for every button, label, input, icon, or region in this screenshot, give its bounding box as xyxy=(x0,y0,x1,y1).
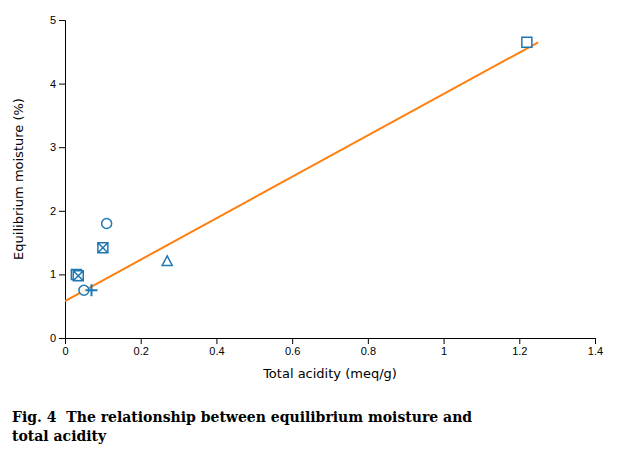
x-axis-tick: 0.2 xyxy=(134,338,149,357)
y-axis-tick-mark xyxy=(59,84,65,85)
y-axis-tick-mark xyxy=(59,211,65,212)
regression-line xyxy=(65,42,538,301)
y-axis-tick-label: 1 xyxy=(50,268,56,280)
x-axis-tick-mark xyxy=(141,338,142,344)
point-circle xyxy=(102,219,112,229)
x-axis: 0 0.2 0.4 0.6 0.8 1 1.2 1.4 xyxy=(62,338,603,357)
y-axis-tick: 4 xyxy=(50,78,65,90)
y-axis-tick-label: 0 xyxy=(50,332,56,344)
x-axis-tick-label: 0.2 xyxy=(134,345,149,357)
y-axis-tick-mark xyxy=(59,20,65,21)
caption: Fig. 4 The relationship between equilibr… xyxy=(12,409,472,444)
y-axis-tick-label: 5 xyxy=(50,14,56,26)
x-axis-tick: 1 xyxy=(441,338,447,357)
x-axis-tick-label: 0.8 xyxy=(361,345,376,357)
x-axis-tick: 0.6 xyxy=(285,338,300,357)
x-axis-tick: 0 xyxy=(62,338,68,357)
point-plus xyxy=(86,284,98,296)
point-boxtimes xyxy=(98,243,108,253)
chart-container: 0 0.2 0.4 0.6 0.8 1 1.2 1.4 0 1 2 3 4 5 Total acidity … xyxy=(0,0,625,453)
x-axis-tick-mark xyxy=(368,338,369,344)
x-axis-tick-label: 1.2 xyxy=(512,345,527,357)
x-axis-tick-label: 1 xyxy=(441,345,447,357)
y-axis-line xyxy=(59,21,66,339)
x-axis-tick-mark xyxy=(216,338,217,344)
marks xyxy=(65,37,538,301)
y-axis-title: Equilibrium moisture (%) xyxy=(11,98,26,260)
y-axis-tick-label: 4 xyxy=(50,78,56,90)
x-axis-tick: 0.4 xyxy=(209,338,224,357)
x-axis-tick-label: 0 xyxy=(62,345,68,357)
y-axis-tick: 5 xyxy=(50,14,65,26)
x-axis-line xyxy=(66,339,596,345)
point-triangle xyxy=(162,256,172,266)
caption-line: Fig. 4 The relationship between equilibr… xyxy=(12,409,472,425)
x-axis-tick-label: 1.4 xyxy=(588,345,603,357)
x-axis-tick: 1.2 xyxy=(512,338,527,357)
x-axis-tick-mark xyxy=(595,338,596,344)
y-axis-tick: 2 xyxy=(50,205,65,217)
y-axis-tick-mark xyxy=(59,274,65,275)
x-axis-tick: 1.4 xyxy=(588,338,603,357)
y-axis-tick: 0 xyxy=(50,332,65,344)
x-axis-tick-mark xyxy=(519,338,520,344)
caption-line: total acidity xyxy=(12,428,107,444)
y-axis-tick-mark xyxy=(59,147,65,148)
point-boxtimes xyxy=(73,271,83,281)
plot-area: 0 0.2 0.4 0.6 0.8 1 1.2 1.4 0 1 2 3 4 5 Total acidity … xyxy=(11,14,603,381)
y-axis-tick-mark xyxy=(59,338,65,339)
y-axis-tick: 1 xyxy=(50,268,65,280)
x-axis-tick-label: 0.6 xyxy=(285,345,300,357)
y-axis-tick-label: 3 xyxy=(50,141,56,153)
x-axis-title: Total acidity (meq/g) xyxy=(262,366,397,381)
y-axis-tick-label: 2 xyxy=(50,205,56,217)
chart-svg: 0 0.2 0.4 0.6 0.8 1 1.2 1.4 0 1 2 3 4 5 Total acidity … xyxy=(0,0,625,453)
x-axis-tick-mark xyxy=(444,338,445,344)
x-axis-tick-mark xyxy=(292,338,293,344)
x-axis-tick: 0.8 xyxy=(361,338,376,357)
x-axis-tick-label: 0.4 xyxy=(209,345,224,357)
y-axis-tick: 3 xyxy=(50,141,65,153)
point-square xyxy=(522,37,532,47)
y-axis: 0 1 2 3 4 5 xyxy=(50,14,66,344)
